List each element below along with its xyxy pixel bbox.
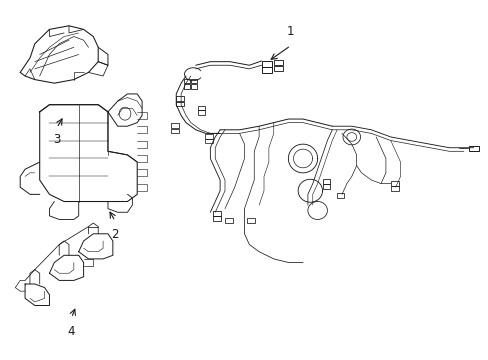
Text: 4: 4 bbox=[67, 325, 75, 338]
Bar bbox=[183, 79, 189, 83]
Text: 3: 3 bbox=[53, 134, 61, 147]
Bar bbox=[205, 139, 212, 143]
Bar bbox=[198, 106, 204, 110]
Bar bbox=[322, 179, 330, 184]
Bar bbox=[171, 123, 179, 128]
Text: 1: 1 bbox=[286, 25, 294, 39]
Bar bbox=[246, 219, 254, 223]
Bar bbox=[190, 79, 197, 83]
Bar bbox=[190, 84, 197, 89]
Bar bbox=[171, 129, 179, 134]
Bar bbox=[212, 211, 220, 216]
Bar bbox=[468, 145, 478, 151]
Bar bbox=[261, 61, 272, 67]
Bar bbox=[273, 60, 282, 65]
Bar bbox=[176, 102, 183, 107]
Bar bbox=[198, 111, 204, 115]
Bar bbox=[183, 84, 189, 89]
Bar bbox=[212, 216, 220, 221]
Bar bbox=[336, 193, 344, 198]
Bar bbox=[390, 181, 398, 186]
Bar bbox=[390, 186, 398, 191]
Bar bbox=[224, 219, 232, 223]
Bar bbox=[322, 184, 330, 189]
Bar bbox=[273, 66, 282, 71]
Bar bbox=[205, 134, 212, 139]
Bar bbox=[261, 67, 272, 73]
Text: 2: 2 bbox=[111, 228, 119, 242]
Bar bbox=[176, 96, 183, 101]
